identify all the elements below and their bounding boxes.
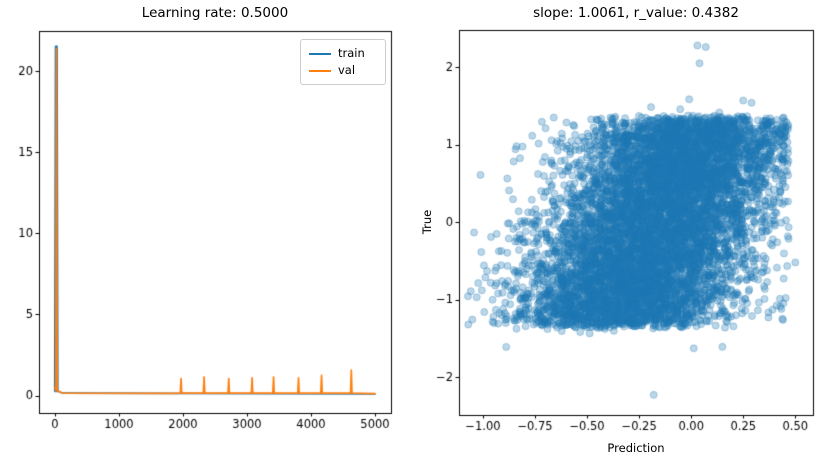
legend-item-val: val <box>309 62 377 79</box>
legend-label-val: val <box>338 63 356 77</box>
legend: train val <box>300 39 386 85</box>
legend-label-train: train <box>338 46 365 60</box>
right-plot-xlabel: Prediction <box>607 441 665 455</box>
left-plot-title: Learning rate: 0.5000 <box>141 5 289 21</box>
right-plot-title: slope: 1.0061, r_value: 0.4382 <box>533 5 739 21</box>
right-plot-ylabel: True <box>420 209 434 235</box>
val-line-swatch-icon <box>309 69 331 72</box>
legend-item-train: train <box>309 45 377 62</box>
train-line-swatch-icon <box>309 52 331 55</box>
